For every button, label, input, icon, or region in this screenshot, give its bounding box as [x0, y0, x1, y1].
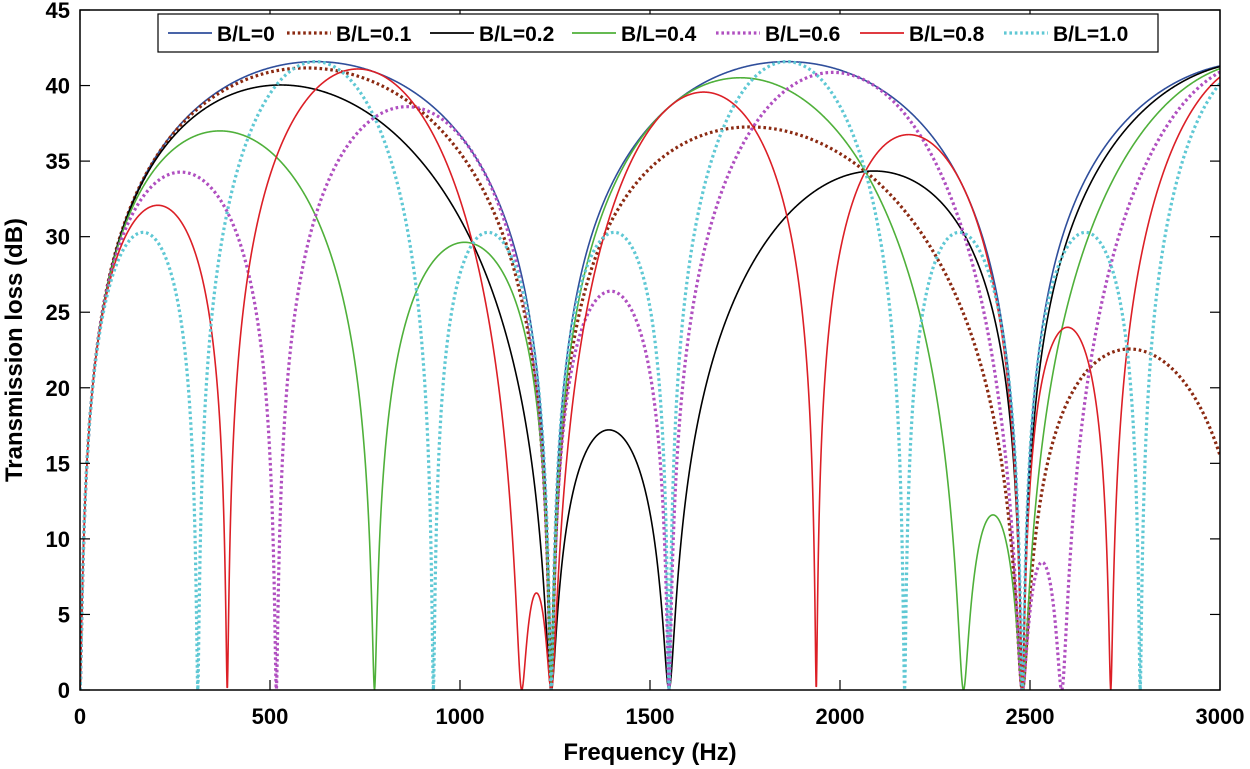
y-tick-label: 45: [46, 0, 70, 23]
y-tick-label: 15: [46, 451, 70, 476]
legend-label-3: B/L=0.4: [621, 23, 697, 46]
plot-frame: [79, 9, 1221, 691]
x-tick-label: 2000: [816, 704, 865, 729]
y-tick-label: 40: [46, 74, 70, 99]
legend: B/L=0 B/L=0.1 B/L=0.2 B/L=0.4 B/L=0.6 B/L=0.8…: [157, 13, 1159, 53]
series-layer: [80, 60, 1220, 690]
x-tick-label: 3000: [1196, 704, 1245, 729]
legend-label-0: B/L=0: [217, 23, 275, 46]
series-line-6: [80, 60, 1220, 690]
series-line-3: [80, 67, 1220, 690]
y-tick-label: 35: [46, 149, 70, 174]
y-tick-label: 25: [46, 300, 70, 325]
y-axis-title: Transmission loss (dB): [1, 218, 28, 482]
legend-label-4: B/L=0.6: [765, 23, 840, 46]
series-line-5: [80, 68, 1220, 690]
ticks-layer: 0 500 1000 1500 2000 2500 3000 0 5 10 15 20 25 30 35 40…: [46, 0, 1245, 729]
legend-label-2: B/L=0.2: [479, 23, 554, 46]
x-axis-title: Frequency (Hz): [563, 739, 736, 766]
x-tick-label: 1000: [436, 704, 485, 729]
y-tick-label: 30: [46, 225, 70, 250]
x-tick-label: 500: [252, 704, 289, 729]
y-tick-label: 5: [58, 602, 70, 627]
legend-label-6: B/L=1.0: [1053, 23, 1128, 46]
y-tick-label: 10: [46, 527, 70, 552]
legend-label-5: B/L=0.8: [909, 23, 985, 46]
series-line-4: [80, 70, 1220, 690]
x-tick-label: 0: [74, 704, 86, 729]
legend-box: [157, 13, 1159, 53]
y-tick-label: 0: [58, 678, 70, 703]
legend-label-1: B/L=0.1: [336, 23, 412, 46]
series-line-0: [80, 60, 1220, 690]
x-tick-label: 1500: [626, 704, 675, 729]
y-tick-label: 20: [46, 376, 70, 401]
x-tick-label: 2500: [1006, 704, 1055, 729]
